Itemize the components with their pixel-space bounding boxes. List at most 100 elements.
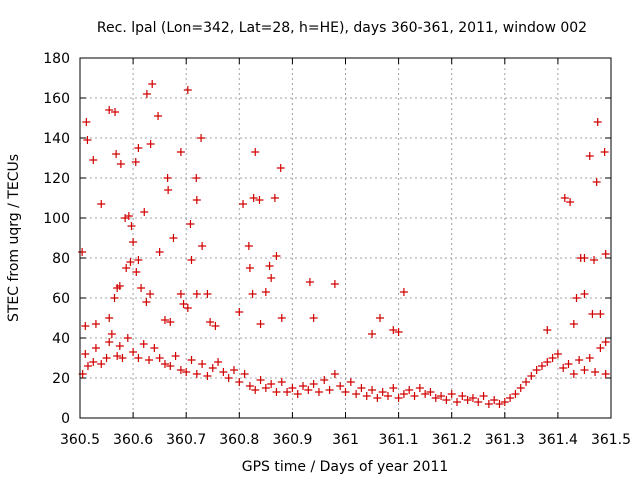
data-point bbox=[362, 392, 371, 400]
data-point bbox=[245, 382, 254, 390]
data-point bbox=[240, 370, 249, 378]
data-point bbox=[112, 150, 121, 158]
data-point bbox=[283, 388, 292, 396]
data-point bbox=[601, 250, 610, 258]
y-tick-label: 180 bbox=[43, 51, 70, 67]
data-point bbox=[239, 200, 248, 208]
data-point bbox=[346, 378, 355, 386]
data-point bbox=[463, 396, 472, 404]
data-point bbox=[277, 314, 286, 322]
data-point bbox=[192, 370, 201, 378]
data-point bbox=[591, 368, 600, 376]
data-point bbox=[115, 342, 124, 350]
data-point bbox=[83, 136, 92, 144]
data-point bbox=[154, 112, 163, 120]
data-point bbox=[588, 310, 597, 318]
data-point bbox=[137, 284, 146, 292]
data-point bbox=[163, 174, 172, 182]
data-point bbox=[176, 366, 185, 374]
data-point bbox=[500, 398, 509, 406]
data-point bbox=[183, 304, 192, 312]
data-point bbox=[378, 388, 387, 396]
data-point bbox=[590, 256, 599, 264]
data-point bbox=[569, 370, 578, 378]
data-point bbox=[272, 388, 281, 396]
data-point bbox=[410, 392, 419, 400]
data-point bbox=[203, 372, 212, 380]
data-point bbox=[166, 318, 175, 326]
data-point bbox=[376, 314, 385, 322]
x-tick-label: 360.6 bbox=[113, 432, 153, 448]
data-point bbox=[293, 390, 302, 398]
x-tick-label: 361.3 bbox=[485, 432, 525, 448]
data-point bbox=[146, 290, 155, 298]
data-point bbox=[288, 384, 297, 392]
data-point bbox=[105, 106, 114, 114]
data-point bbox=[399, 390, 408, 398]
data-point bbox=[134, 144, 143, 152]
data-point bbox=[121, 214, 130, 222]
data-point bbox=[256, 376, 265, 384]
data-point bbox=[267, 274, 276, 282]
data-point bbox=[129, 238, 138, 246]
data-point bbox=[389, 384, 398, 392]
data-point bbox=[131, 158, 140, 166]
data-point bbox=[276, 164, 285, 172]
data-point bbox=[314, 388, 323, 396]
x-tick-label: 361 bbox=[332, 432, 359, 448]
data-point bbox=[81, 322, 90, 330]
data-point bbox=[516, 384, 525, 392]
data-point bbox=[249, 194, 258, 202]
data-point bbox=[495, 400, 504, 408]
y-tick-label: 160 bbox=[43, 91, 70, 107]
data-point bbox=[192, 196, 201, 204]
data-point bbox=[139, 340, 148, 348]
data-point bbox=[206, 318, 215, 326]
data-point bbox=[198, 242, 207, 250]
data-point bbox=[572, 294, 581, 302]
data-point bbox=[373, 394, 382, 402]
data-point bbox=[389, 326, 398, 334]
data-point bbox=[192, 174, 201, 182]
data-point bbox=[277, 378, 286, 386]
data-point bbox=[405, 386, 414, 394]
data-point bbox=[97, 360, 106, 368]
data-point bbox=[105, 314, 114, 322]
data-point bbox=[118, 354, 127, 362]
data-point bbox=[164, 186, 173, 194]
data-point bbox=[166, 362, 175, 370]
data-point bbox=[580, 254, 589, 262]
data-point bbox=[97, 200, 106, 208]
data-point bbox=[169, 234, 178, 242]
data-point bbox=[532, 366, 541, 374]
data-point bbox=[566, 198, 575, 206]
data-point bbox=[116, 160, 125, 168]
data-point bbox=[255, 196, 264, 204]
data-point bbox=[142, 298, 151, 306]
data-point bbox=[91, 344, 100, 352]
data-point bbox=[142, 90, 151, 98]
data-point bbox=[160, 360, 169, 368]
data-point bbox=[89, 358, 98, 366]
data-point bbox=[352, 390, 361, 398]
data-point bbox=[81, 350, 90, 358]
data-point bbox=[265, 262, 274, 270]
x-tick-label: 361.4 bbox=[538, 432, 578, 448]
data-point bbox=[593, 118, 602, 126]
data-point bbox=[124, 212, 133, 220]
y-tick-label: 60 bbox=[52, 291, 70, 307]
y-tick-label: 80 bbox=[52, 251, 70, 267]
data-point bbox=[203, 290, 212, 298]
data-point bbox=[261, 384, 270, 392]
data-point bbox=[251, 386, 260, 394]
data-point bbox=[522, 378, 531, 386]
data-point bbox=[150, 344, 159, 352]
data-point bbox=[527, 372, 536, 380]
data-point bbox=[122, 264, 131, 272]
data-point bbox=[447, 390, 456, 398]
grid-layer bbox=[80, 58, 611, 418]
data-point bbox=[176, 290, 185, 298]
data-point bbox=[123, 334, 132, 342]
data-point bbox=[176, 148, 185, 156]
